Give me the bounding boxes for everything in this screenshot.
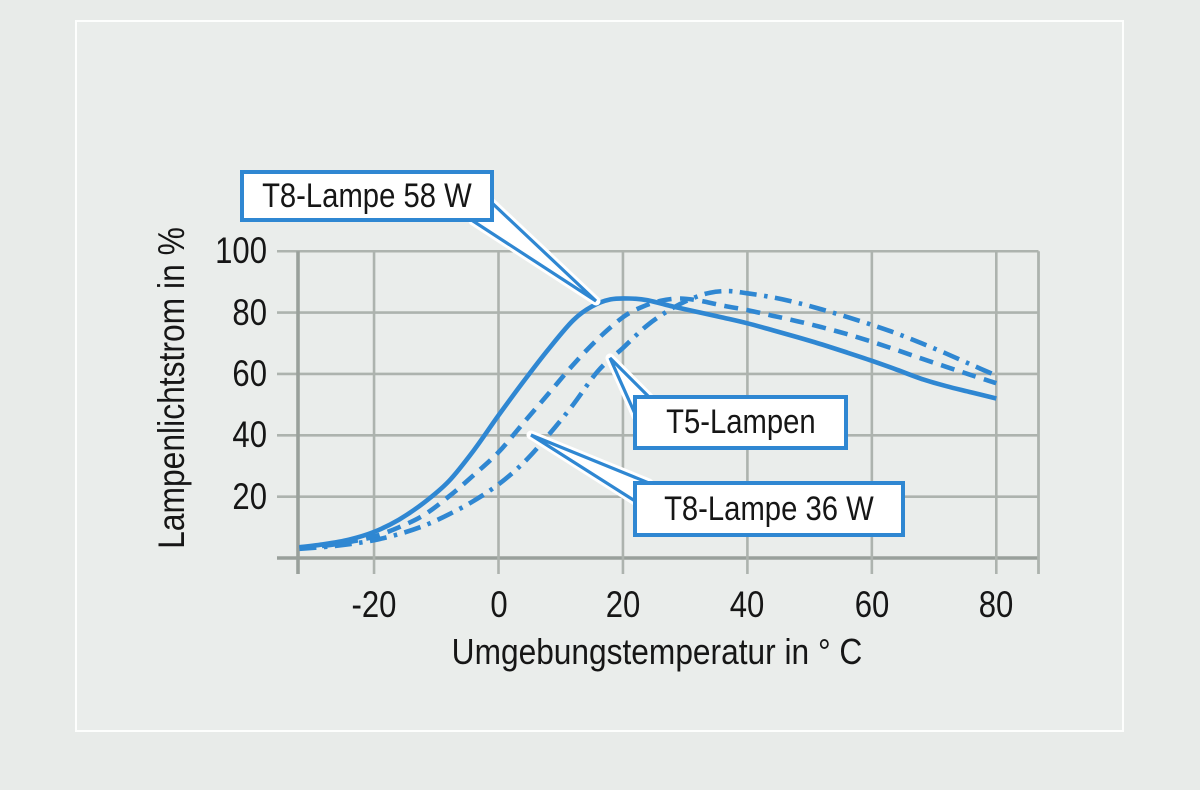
x-tick-label: 20 bbox=[605, 584, 641, 625]
x-tick-label: 60 bbox=[854, 584, 890, 625]
y-tick-label: 80 bbox=[232, 291, 267, 333]
y-tick-label: 40 bbox=[232, 414, 267, 456]
callout-t8-lampe-58-w: T8-Lampe 58 W bbox=[240, 170, 494, 222]
x-tick-label: 40 bbox=[730, 584, 765, 625]
x-tick-label: 80 bbox=[979, 584, 1014, 625]
y-tick-label: 60 bbox=[232, 352, 267, 394]
y-tick-label: 20 bbox=[232, 475, 267, 517]
callout-leader bbox=[530, 433, 652, 504]
callout-t5-lampen: T5-Lampen bbox=[633, 395, 848, 450]
callout-t8-lampe-36-w: T8-Lampe 36 W bbox=[633, 481, 905, 537]
callout-label: T8-Lampe 36 W bbox=[664, 489, 874, 528]
figure-card bbox=[75, 20, 1124, 732]
x-axis-title: Umgebungstemperatur in ° C bbox=[451, 631, 863, 672]
x-tick-label: -20 bbox=[351, 584, 397, 625]
x-tick-label: 0 bbox=[489, 584, 508, 625]
curve-t8-lampe-58-w bbox=[299, 296, 997, 550]
y-tick-label: 100 bbox=[215, 230, 267, 272]
callout-label: T5-Lampen bbox=[665, 403, 816, 441]
callout-label: T8-Lampe 58 W bbox=[262, 176, 472, 215]
